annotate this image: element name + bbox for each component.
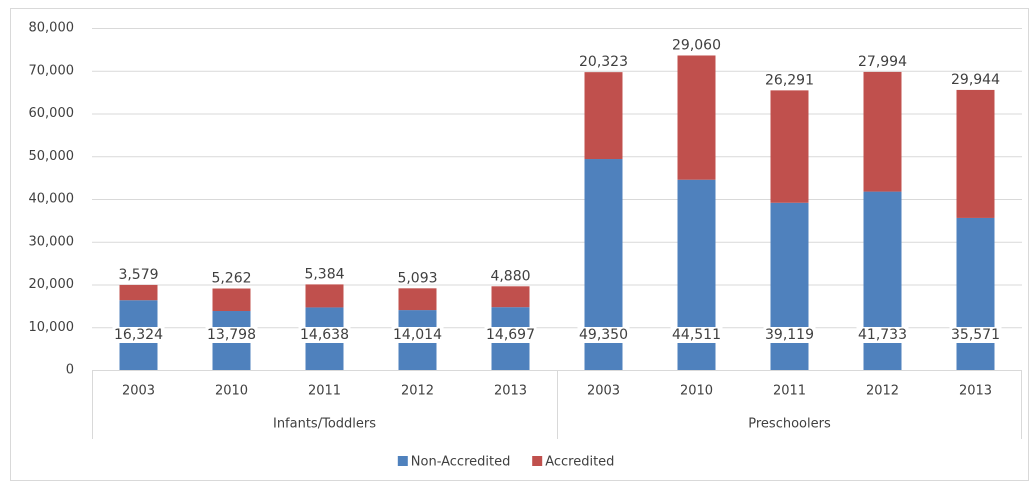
label-background xyxy=(298,327,351,343)
bar-segment xyxy=(491,286,530,308)
x-tick-label: 2011 xyxy=(773,384,806,399)
label-background xyxy=(112,327,165,343)
legend-swatch xyxy=(397,456,408,466)
data-label: 16,324 xyxy=(114,327,163,343)
data-label: 5,093 xyxy=(397,270,437,286)
y-tick-label: 80,000 xyxy=(29,21,75,36)
bar-segment xyxy=(305,284,344,308)
y-tick-label: 60,000 xyxy=(29,106,75,121)
legend-swatch xyxy=(532,456,543,466)
data-label: 13,798 xyxy=(207,327,256,343)
y-tick-label: 50,000 xyxy=(29,149,75,164)
label-background xyxy=(670,327,723,343)
label-background xyxy=(391,327,444,343)
label-background xyxy=(205,327,258,343)
x-tick-label: 2012 xyxy=(401,384,434,399)
data-label: 26,291 xyxy=(765,72,814,88)
data-label: 29,944 xyxy=(951,72,1000,88)
data-label: 5,384 xyxy=(304,266,344,282)
bar-segment xyxy=(770,202,809,370)
data-label: 14,638 xyxy=(300,327,349,343)
y-tick-label: 70,000 xyxy=(29,63,75,78)
y-tick-label: 10,000 xyxy=(29,320,75,335)
label-background xyxy=(763,327,816,343)
x-tick-label: 2013 xyxy=(959,384,992,399)
bar-segment xyxy=(677,55,716,180)
y-tick-label: 20,000 xyxy=(29,277,75,292)
data-label: 4,880 xyxy=(490,268,530,284)
x-tick-label: 2011 xyxy=(308,384,341,399)
bar-segment xyxy=(212,288,251,312)
data-label: 20,323 xyxy=(579,54,628,70)
label-background xyxy=(949,327,1002,343)
y-tick-label: 30,000 xyxy=(29,234,75,249)
data-label: 14,697 xyxy=(486,327,535,343)
y-tick-label: 0 xyxy=(66,363,74,378)
x-tick-label: 2003 xyxy=(587,384,620,399)
data-label: 39,119 xyxy=(765,327,814,343)
data-label: 44,511 xyxy=(672,327,721,343)
bar-segment xyxy=(119,284,158,301)
bar-segment xyxy=(956,217,995,370)
label-background xyxy=(484,327,537,343)
data-label: 35,571 xyxy=(951,327,1000,343)
data-label: 41,733 xyxy=(858,327,907,343)
bar-segment xyxy=(584,72,623,160)
bar-segment xyxy=(956,89,995,218)
label-background xyxy=(856,327,909,343)
data-label: 49,350 xyxy=(579,327,628,343)
data-label: 14,014 xyxy=(393,327,442,343)
group-label: Infants/Toddlers xyxy=(273,417,376,432)
legend-label: Accredited xyxy=(545,455,614,470)
legend-label: Non-Accredited xyxy=(411,455,511,470)
data-label: 3,579 xyxy=(118,267,158,283)
data-label: 29,060 xyxy=(672,37,721,53)
bar-segment xyxy=(863,71,902,192)
data-label: 27,994 xyxy=(858,54,907,70)
x-tick-label: 2010 xyxy=(215,384,248,399)
x-tick-label: 2013 xyxy=(494,384,527,399)
x-tick-label: 2010 xyxy=(680,384,713,399)
group-label: Preschoolers xyxy=(748,417,831,432)
x-tick-label: 2003 xyxy=(122,384,155,399)
x-tick-label: 2012 xyxy=(866,384,899,399)
bar-segment xyxy=(770,90,809,203)
label-background xyxy=(577,327,630,343)
bar-segment xyxy=(398,288,437,311)
data-label: 5,262 xyxy=(211,271,251,287)
chart-frame xyxy=(10,8,1029,481)
y-tick-label: 40,000 xyxy=(29,192,75,207)
bar-segment xyxy=(863,191,902,370)
